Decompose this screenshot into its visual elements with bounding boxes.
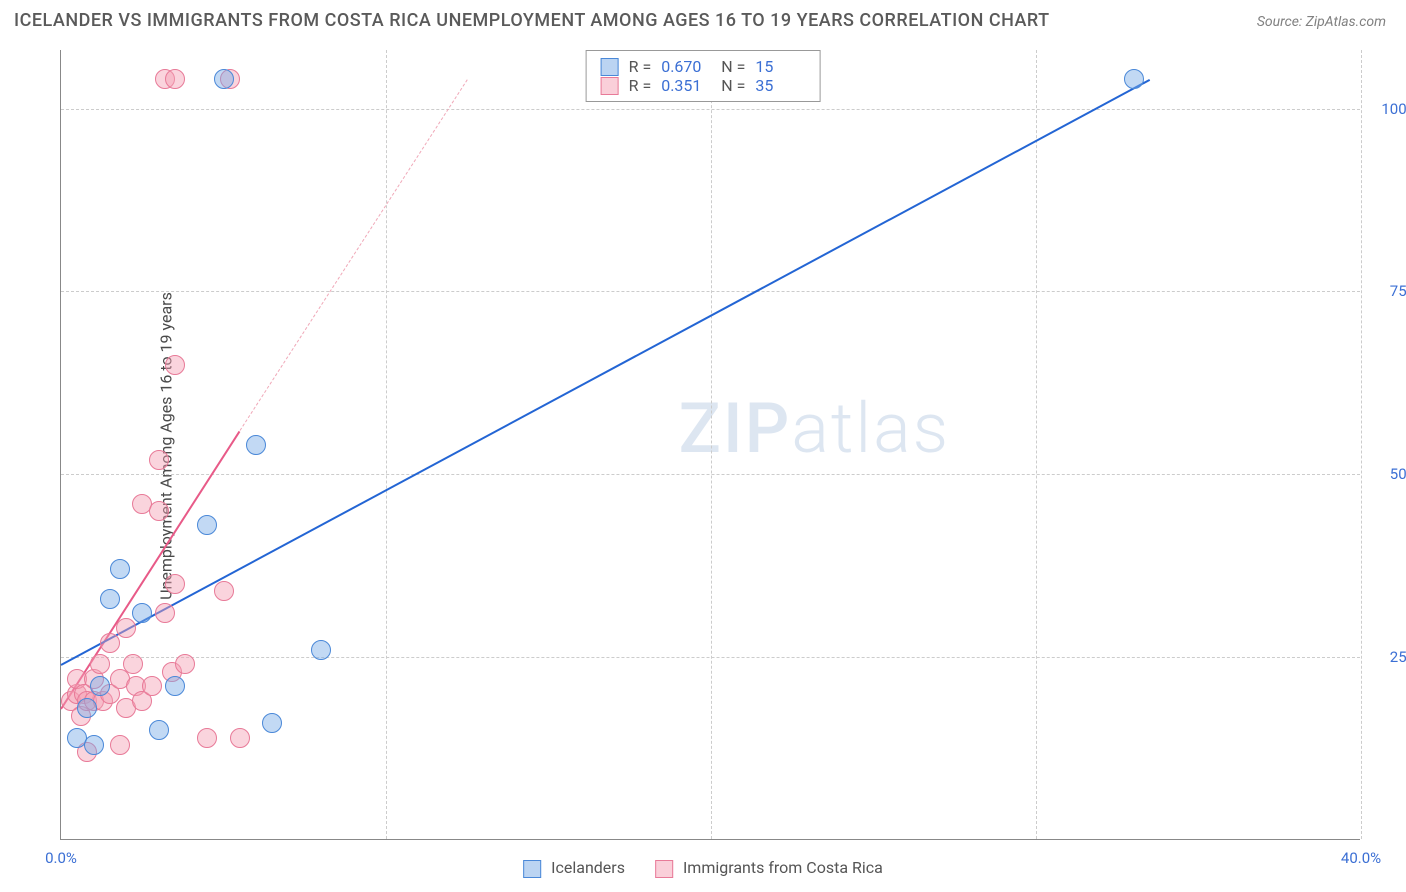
data-point [165, 676, 185, 696]
legend-item-pink: Immigrants from Costa Rica [655, 858, 883, 878]
plot-area: ZIPatlas 25.0%50.0%75.0%100.0%0.0%40.0% [60, 50, 1360, 840]
data-point [230, 728, 250, 748]
data-point [214, 69, 234, 89]
data-point [311, 640, 331, 660]
correlation-chart: ICELANDER VS IMMIGRANTS FROM COSTA RICA … [0, 0, 1406, 892]
data-point [149, 720, 169, 740]
data-point [262, 713, 282, 733]
gridline-v [711, 50, 712, 839]
trend-line [239, 79, 467, 431]
legend-row-pink: R = 0.351 N = 35 [601, 76, 806, 95]
gridline-v [1036, 50, 1037, 839]
data-point [90, 654, 110, 674]
data-point [165, 69, 185, 89]
x-tick-label: 0.0% [45, 849, 77, 867]
swatch-pink-icon [655, 860, 673, 878]
data-point [100, 633, 120, 653]
watermark: ZIPatlas [679, 388, 951, 470]
data-point [110, 559, 130, 579]
swatch-blue-icon [523, 860, 541, 878]
data-point [214, 581, 234, 601]
trend-line [61, 79, 1151, 666]
y-tick-label: 100.0% [1370, 100, 1406, 118]
data-point [142, 676, 162, 696]
data-point [149, 501, 169, 521]
data-point [77, 698, 97, 718]
series-legend: Icelanders Immigrants from Costa Rica [523, 858, 883, 878]
trend-line [60, 431, 240, 710]
data-point [90, 676, 110, 696]
swatch-pink [601, 77, 619, 95]
y-tick-label: 25.0% [1370, 648, 1406, 666]
data-point [110, 735, 130, 755]
data-point [116, 618, 136, 638]
data-point [132, 603, 152, 623]
gridline-v [386, 50, 387, 839]
data-point [165, 574, 185, 594]
y-tick-label: 50.0% [1370, 465, 1406, 483]
gridline-v [1361, 50, 1362, 839]
legend-item-blue: Icelanders [523, 858, 625, 878]
data-point [1124, 69, 1144, 89]
y-tick-label: 75.0% [1370, 282, 1406, 300]
data-point [123, 654, 143, 674]
correlation-legend: R = 0.670 N = 15 R = 0.351 N = 35 [586, 50, 821, 102]
swatch-blue [601, 58, 619, 76]
chart-title: ICELANDER VS IMMIGRANTS FROM COSTA RICA … [14, 10, 1050, 31]
data-point [149, 450, 169, 470]
data-point [197, 728, 217, 748]
data-point [175, 654, 195, 674]
x-tick-label: 40.0% [1341, 849, 1381, 867]
data-point [100, 589, 120, 609]
data-point [197, 515, 217, 535]
legend-row-blue: R = 0.670 N = 15 [601, 57, 806, 76]
data-point [155, 603, 175, 623]
data-point [165, 355, 185, 375]
data-point [246, 435, 266, 455]
source-attribution: Source: ZipAtlas.com [1257, 14, 1386, 30]
data-point [84, 735, 104, 755]
